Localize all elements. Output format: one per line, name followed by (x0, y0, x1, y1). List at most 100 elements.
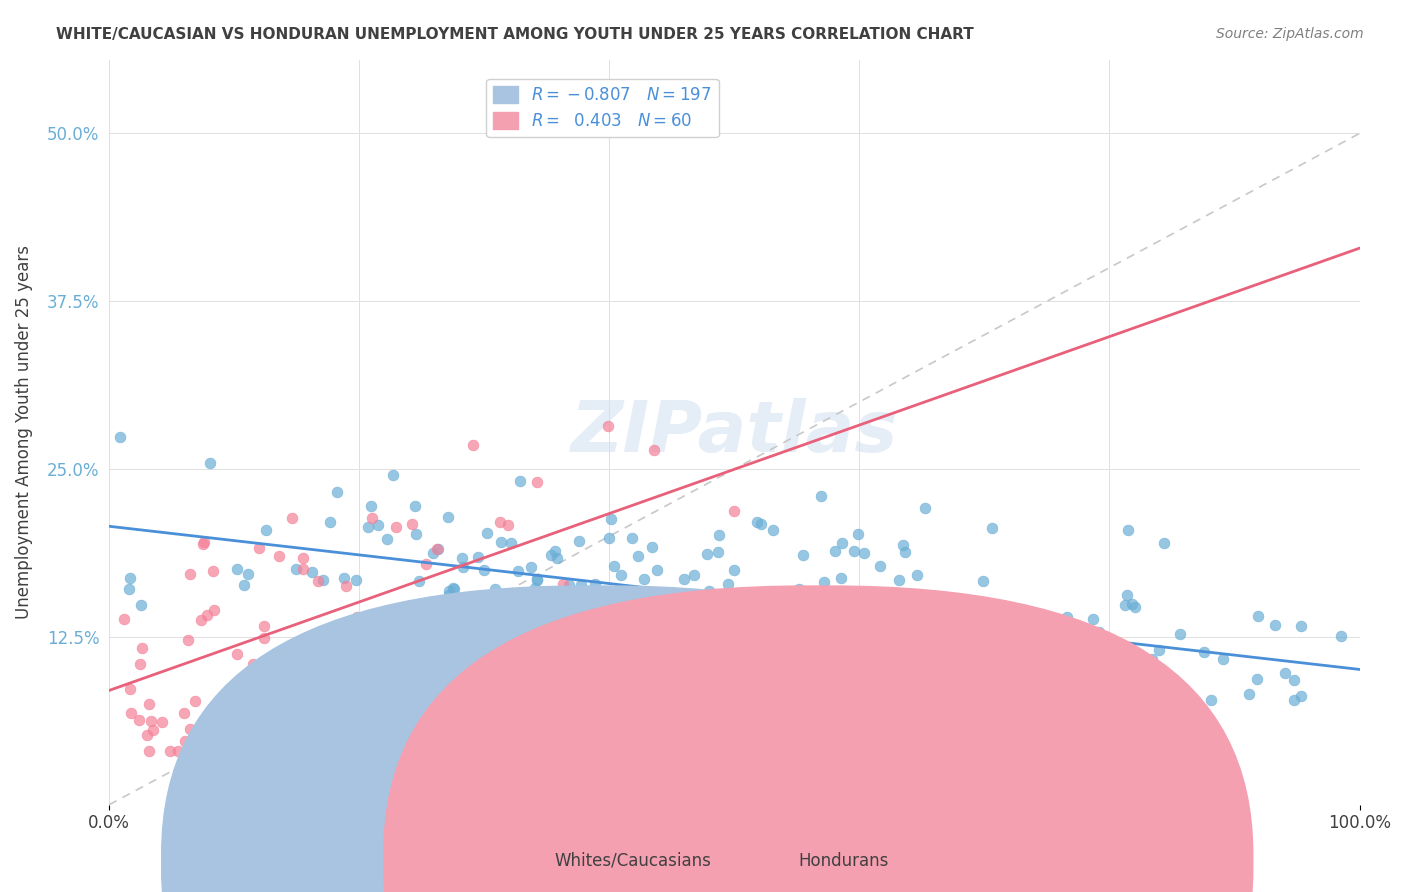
Point (749, 516, 772, 531)
Point (707, 528, 730, 542)
Point (441, 581, 464, 595)
Point (1062, 690, 1084, 705)
Point (754, 590, 776, 604)
Point (401, 517, 423, 532)
Point (779, 612, 801, 626)
Point (443, 582, 465, 596)
Point (498, 518, 520, 533)
Point (905, 567, 928, 582)
Point (526, 573, 548, 587)
Point (813, 574, 835, 589)
Point (501, 535, 523, 549)
Point (699, 680, 721, 694)
Point (1182, 715, 1205, 730)
Text: Whites/Caucasians: Whites/Caucasians (554, 852, 711, 870)
Point (1007, 605, 1029, 619)
Point (884, 617, 907, 632)
Point (887, 595, 910, 609)
Point (129, 657, 152, 672)
Point (231, 707, 253, 722)
Point (301, 565, 323, 579)
Point (799, 636, 821, 650)
Point (520, 560, 543, 574)
Point (1116, 524, 1139, 538)
Point (633, 572, 655, 586)
Point (914, 500, 936, 515)
Point (353, 744, 375, 758)
Point (994, 644, 1017, 658)
Point (167, 744, 190, 758)
Point (291, 561, 314, 575)
Point (703, 637, 725, 651)
Point (284, 677, 307, 691)
Point (972, 574, 994, 589)
Point (962, 618, 984, 632)
Point (226, 648, 249, 662)
Point (120, 682, 142, 697)
Point (997, 701, 1019, 715)
Point (360, 499, 382, 513)
Point (683, 568, 706, 582)
Legend: $R = -0.807$   $N = 197$, $R =\ \ 0.403$   $N = 60$: $R = -0.807$ $N = 197$, $R =\ \ 0.403$ $… (486, 79, 718, 137)
Point (786, 684, 808, 698)
Point (782, 608, 804, 623)
Point (1264, 618, 1286, 632)
Point (745, 515, 768, 529)
Point (697, 595, 720, 609)
Point (312, 573, 335, 587)
Point (253, 631, 276, 645)
Point (1149, 643, 1171, 657)
Text: Hondurans: Hondurans (799, 852, 889, 870)
Point (307, 574, 329, 589)
Point (540, 549, 562, 563)
Point (508, 564, 530, 578)
Point (787, 600, 810, 615)
Point (506, 608, 529, 623)
Point (269, 549, 291, 563)
Point (1282, 692, 1305, 706)
Point (848, 527, 870, 541)
Point (588, 596, 610, 610)
Point (1004, 678, 1026, 692)
Point (810, 489, 832, 503)
Point (696, 547, 718, 561)
Point (281, 511, 304, 525)
Point (408, 574, 430, 588)
Point (335, 579, 357, 593)
Point (853, 546, 876, 560)
Point (848, 585, 870, 599)
Point (382, 468, 405, 483)
Point (138, 697, 160, 711)
Point (1097, 678, 1119, 692)
Point (404, 500, 426, 514)
Point (603, 559, 626, 574)
Point (415, 557, 437, 571)
Point (173, 733, 195, 747)
Point (1053, 633, 1076, 648)
Point (302, 640, 325, 655)
Point (655, 615, 678, 629)
Point (179, 566, 201, 581)
Point (831, 536, 853, 550)
Point (1056, 610, 1078, 624)
Point (891, 538, 914, 552)
Point (704, 602, 727, 616)
Point (610, 568, 633, 582)
Point (437, 588, 460, 602)
Point (1282, 673, 1305, 687)
Point (114, 611, 136, 625)
Point (405, 526, 427, 541)
Point (893, 545, 915, 559)
Point (526, 573, 548, 587)
Point (451, 551, 474, 566)
Point (1088, 624, 1111, 639)
Point (842, 543, 865, 558)
Point (591, 617, 613, 632)
Point (202, 564, 225, 578)
Point (717, 577, 740, 591)
Point (1153, 536, 1175, 550)
Point (434, 601, 457, 615)
Point (738, 636, 761, 650)
Point (285, 562, 308, 576)
Point (1123, 599, 1146, 614)
